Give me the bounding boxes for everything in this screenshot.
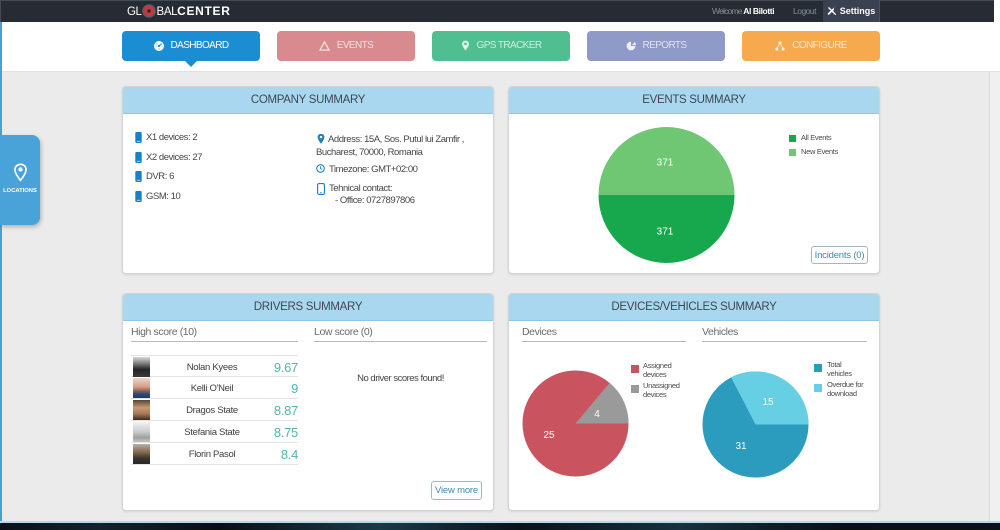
svg-text:31: 31 <box>735 441 747 452</box>
svg-text:15: 15 <box>762 397 774 408</box>
svg-text:371: 371 <box>657 158 674 169</box>
svg-text:371: 371 <box>657 227 674 238</box>
svg-text:4: 4 <box>594 409 600 420</box>
svg-text:25: 25 <box>543 430 555 441</box>
